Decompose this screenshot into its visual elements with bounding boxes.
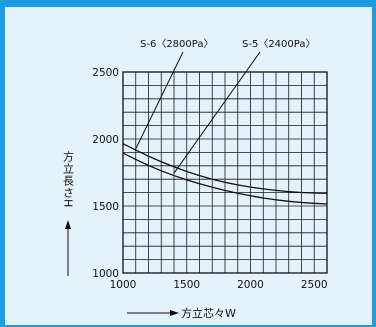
leader-s5 xyxy=(173,51,261,174)
plot-frame xyxy=(122,71,328,274)
x-axis-label: 方立芯々W xyxy=(181,306,236,320)
series-line-0 xyxy=(122,143,328,194)
x-tick-label: 2500 xyxy=(301,279,328,291)
y-tick-labels: 1000 1500 2000 2500 xyxy=(92,67,119,280)
x-tick-label: 2000 xyxy=(237,279,264,291)
y-tick-label: 2000 xyxy=(92,134,119,146)
y-tick-label: 1500 xyxy=(92,201,119,213)
leader-s6 xyxy=(134,51,184,151)
series-label-s6: S-6〈2800Pa〉 xyxy=(140,38,213,50)
y-tick-label: 1000 xyxy=(92,268,119,280)
y-tick-label: 2500 xyxy=(92,67,119,79)
grid xyxy=(123,72,327,273)
series-lines xyxy=(122,143,328,205)
y-axis-arrowhead xyxy=(65,220,71,229)
x-tick-label: 1500 xyxy=(173,279,200,291)
x-tick-label: 1000 xyxy=(110,279,137,291)
series-line-1 xyxy=(122,152,328,205)
x-axis-arrowhead xyxy=(170,310,179,316)
x-tick-labels: 1000 1500 2000 2500 xyxy=(110,279,328,291)
series-leaders xyxy=(134,51,261,174)
series-label-s5: S-5〈2400Pa〉 xyxy=(242,38,315,50)
y-axis-label: 方立長さH xyxy=(62,150,75,209)
